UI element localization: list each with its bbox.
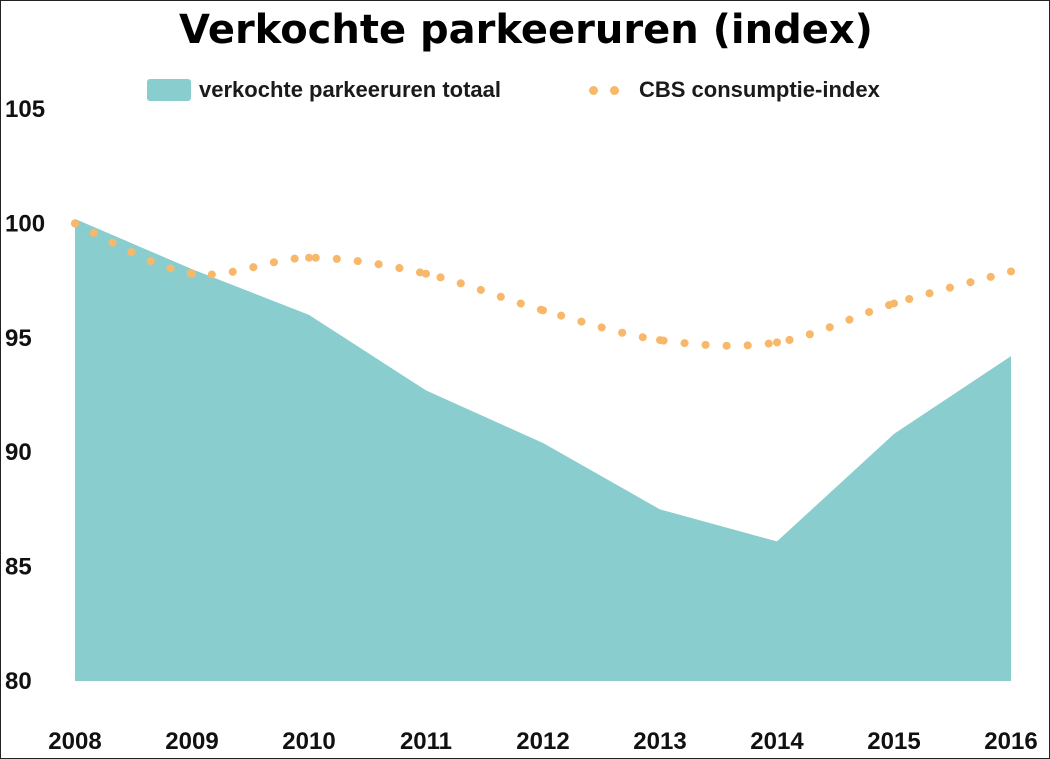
x-tick-label: 2011 [400,728,452,755]
x-tick-label: 2015 [867,728,920,755]
legend-dot [589,85,598,95]
dotted-series-point [539,306,547,315]
y-tick-label: 100 [5,210,45,237]
dotted-series-point [188,269,196,278]
x-tick-label: 2010 [282,728,335,755]
legend-item-dotted: CBS consumptie-index [589,73,880,107]
y-tick-label: 90 [5,439,32,466]
dotted-series-point [656,336,664,345]
x-tick-label: 2016 [984,728,1037,755]
y-tick-label: 105 [5,96,45,123]
x-tick-label: 2008 [48,728,101,755]
dotted-series-point [305,253,313,262]
legend: verkochte parkeeruren totaal CBS consump… [1,73,1049,107]
legend-swatch-dotted [589,85,619,95]
y-tick-label: 95 [5,325,32,352]
legend-dot [610,85,619,95]
dotted-series-point [422,269,430,278]
legend-label-area: verkochte parkeeruren totaal [199,77,502,102]
y-tick-label: 80 [5,668,32,695]
dotted-series-point [773,338,781,347]
y-tick-label: 85 [5,554,32,581]
x-tick-label: 2012 [516,728,569,755]
legend-swatch-area [147,79,191,101]
x-tick-label: 2014 [750,728,804,755]
x-tick-label: 2009 [165,728,218,755]
x-tick-label: 2013 [633,728,686,755]
chart-title: Verkochte parkeeruren (index) [179,7,873,53]
legend-item-area: verkochte parkeeruren totaal [147,73,501,107]
legend-label-dotted: CBS consumptie-index [639,77,880,102]
dotted-series-point [71,219,79,228]
dotted-series-point [890,299,898,308]
area-series [75,218,1011,681]
dotted-series-point [1007,267,1015,276]
